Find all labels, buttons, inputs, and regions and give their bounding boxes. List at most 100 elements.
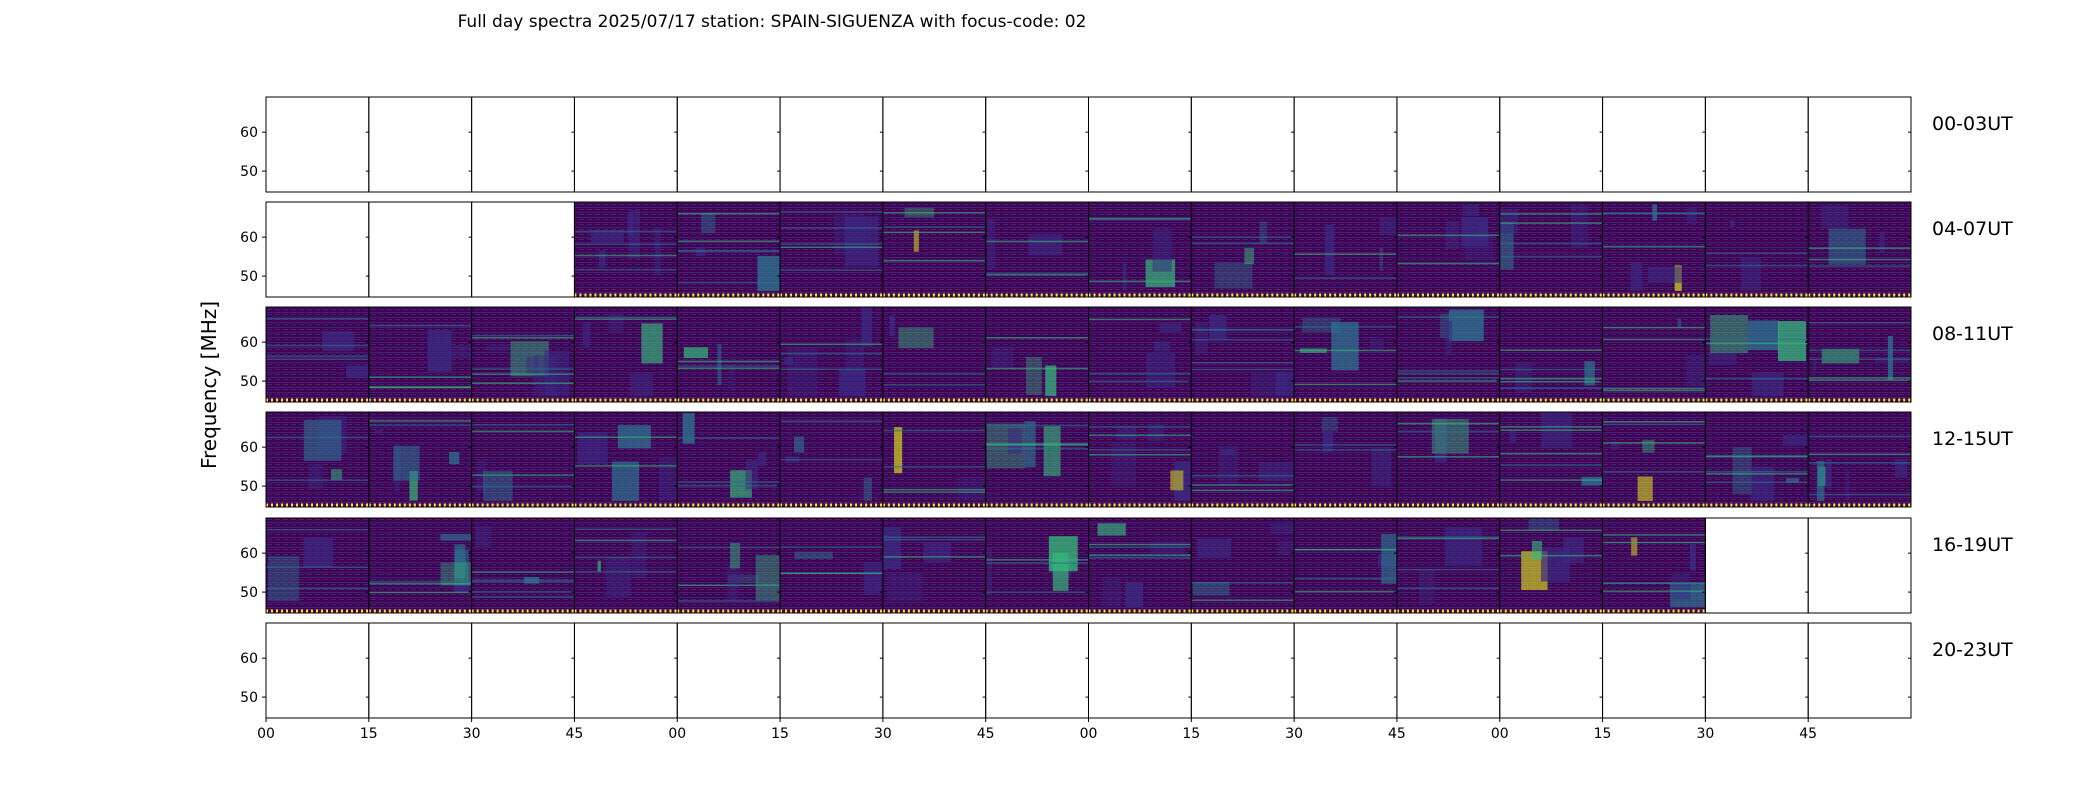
- spectrum-panel: [1807, 306, 1912, 403]
- spectrum-panel: [779, 201, 884, 298]
- x-tick-label: 15: [1594, 726, 1612, 742]
- spectrum-panel: [1396, 517, 1501, 614]
- spectrum-panel: [471, 622, 575, 719]
- spectrum-panel: [471, 517, 575, 614]
- spectrum-panel: [1602, 517, 1706, 614]
- spectrum-panel: [1293, 622, 1398, 719]
- spectrum-panel: [882, 201, 987, 298]
- spectrum-panel: [985, 411, 1089, 508]
- x-tick-label: 30: [874, 726, 892, 742]
- spectrum-panel: [985, 201, 1089, 298]
- spectrum-panel: [882, 96, 987, 193]
- y-tick-label: 60: [240, 651, 258, 667]
- spectrum-panel: [1396, 622, 1501, 719]
- spectrum-panel: [1293, 96, 1398, 193]
- y-tick-label: 60: [240, 335, 258, 351]
- spectrum-panel: [882, 306, 987, 403]
- spectrum-panel: [1088, 622, 1192, 719]
- spectrum-panel: [1704, 306, 1809, 403]
- spectrum-panel: [1499, 517, 1604, 614]
- spectrum-panel: [1396, 306, 1501, 403]
- spectrum-panel: [1704, 96, 1809, 193]
- spectrum-panel: [368, 201, 473, 298]
- spectrum-panel: [573, 622, 678, 719]
- spectrum-panel: [265, 622, 370, 719]
- spectrum-panel: [1704, 517, 1809, 614]
- spectrum-panel: [1704, 622, 1809, 719]
- spectrum-panel: [265, 201, 370, 298]
- spectrum-panel: [1602, 96, 1706, 193]
- spectrum-panel: [368, 622, 473, 719]
- spectrum-panel: [1396, 201, 1501, 298]
- spectrum-panel: [882, 411, 987, 508]
- spectrum-panel: [573, 411, 678, 508]
- spectrum-panel: [1190, 517, 1295, 614]
- row-label: 20-23UT: [1932, 639, 2013, 661]
- y-tick-label: 50: [240, 585, 258, 601]
- spectrum-panel: [1807, 517, 1912, 614]
- spectrum-panel: [1499, 411, 1604, 508]
- x-tick-label: 00: [257, 726, 275, 742]
- spectrum-panel: [1293, 306, 1398, 403]
- chart-title: Full day spectra 2025/07/17 station: SPA…: [457, 12, 1087, 32]
- spectrum-panel: [265, 96, 370, 193]
- spectrum-panel: [471, 96, 575, 193]
- x-tick-label: 45: [1388, 726, 1406, 742]
- x-tick-label: 30: [1285, 726, 1303, 742]
- spectrum-panel: [1499, 306, 1604, 403]
- y-tick-label: 60: [240, 125, 258, 141]
- spectrum-panel: [1190, 306, 1295, 403]
- spectrum-panel: [1602, 201, 1706, 298]
- spectrum-panel: [1602, 411, 1706, 508]
- spectrum-panel: [1190, 411, 1295, 508]
- spectrum-panel: [1293, 517, 1398, 614]
- spectrum-panel: [1602, 622, 1706, 719]
- spectrum-panel: [1499, 201, 1604, 298]
- spectrum-panel: [676, 306, 781, 403]
- x-tick-label: 30: [1696, 726, 1714, 742]
- y-tick-label: 50: [240, 269, 258, 285]
- x-tick-label: 00: [668, 726, 686, 742]
- spectrum-panel: [1088, 96, 1192, 193]
- y-tick-label: 50: [240, 690, 258, 706]
- spectrum-panel: [265, 411, 370, 508]
- x-tick-label: 00: [1491, 726, 1509, 742]
- spectrum-panel: [368, 411, 473, 508]
- spectrum-panel: [573, 201, 678, 298]
- spectrum-panel: [1088, 517, 1192, 614]
- spectrum-panel: [368, 96, 473, 193]
- spectrum-panel: [265, 517, 370, 614]
- spectrum-panel: [471, 411, 575, 508]
- x-tick-label: 00: [1080, 726, 1098, 742]
- spectrum-panel: [1190, 96, 1295, 193]
- spectrum-panel: [985, 306, 1089, 403]
- spectrum-panel: [985, 96, 1089, 193]
- y-tick-label: 50: [240, 479, 258, 495]
- spectrum-panel: [779, 96, 884, 193]
- row-label: 00-03UT: [1932, 113, 2013, 135]
- row-label: 12-15UT: [1932, 428, 2013, 450]
- spectrum-panel: [1602, 306, 1706, 403]
- row-label: 16-19UT: [1932, 534, 2013, 556]
- spectrum-panel: [471, 306, 575, 403]
- spectrum-panel: [1499, 96, 1604, 193]
- spectrum-panel: [676, 411, 781, 508]
- spectrum-panel: [676, 201, 781, 298]
- spectrum-panel: [1807, 201, 1912, 298]
- spectrum-panel: [1704, 201, 1809, 298]
- y-tick-label: 50: [240, 374, 258, 390]
- spectrum-panel: [1190, 622, 1295, 719]
- x-tick-label: 45: [566, 726, 584, 742]
- spectrum-panel: [1293, 201, 1398, 298]
- y-tick-label: 60: [240, 546, 258, 562]
- spectrum-panel: [1807, 622, 1912, 719]
- y-tick-label: 60: [240, 440, 258, 456]
- x-tick-label: 15: [771, 726, 789, 742]
- spectrum-panel: [1396, 96, 1501, 193]
- y-axis-label: Frequency [MHz]: [197, 301, 221, 469]
- spectrum-panel: [985, 622, 1089, 719]
- spectrum-panel: [676, 96, 781, 193]
- spectrum-panel: [779, 622, 884, 719]
